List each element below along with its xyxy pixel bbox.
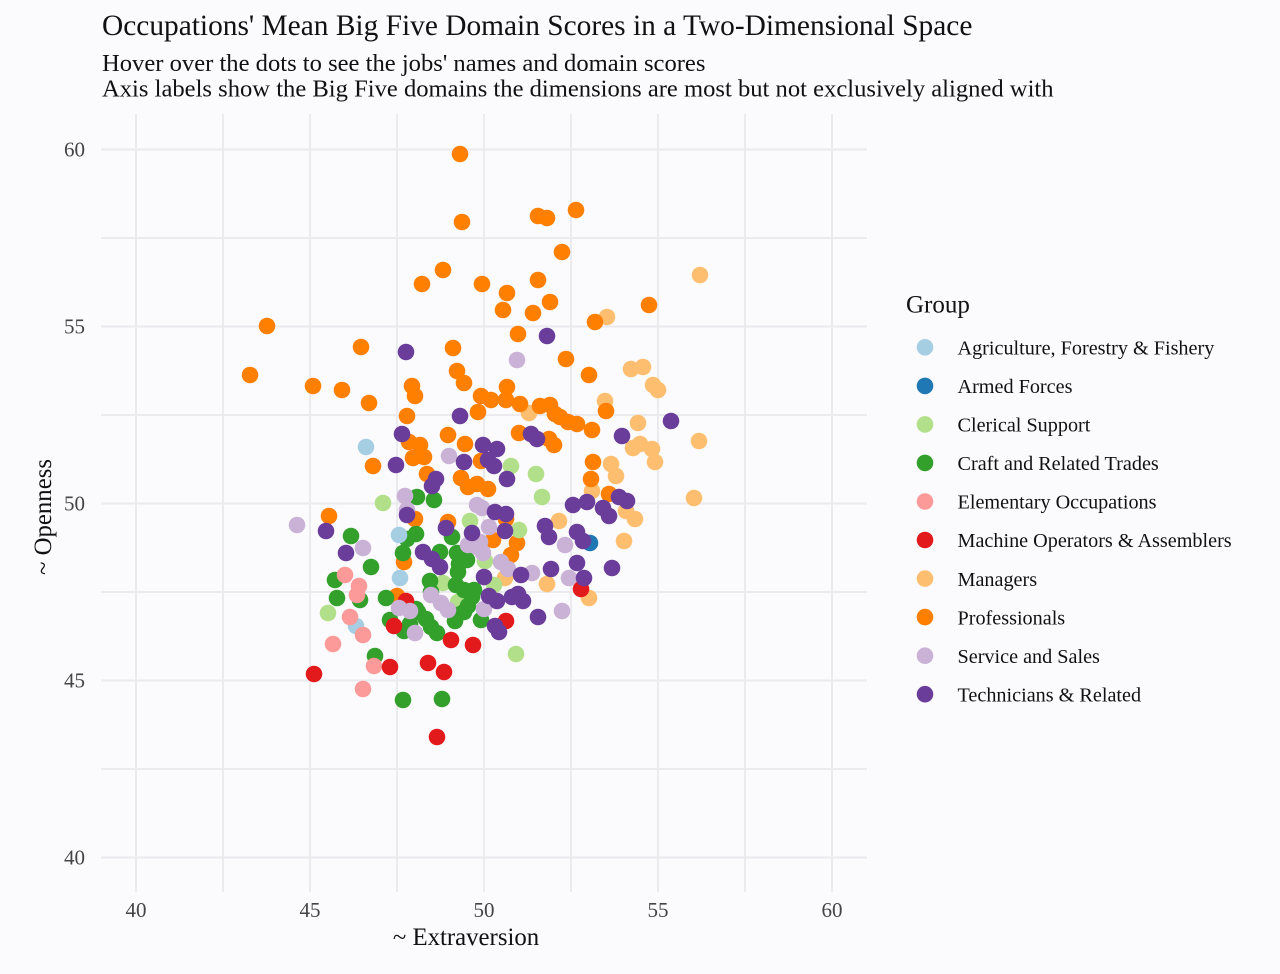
svg-text:40: 40 xyxy=(126,898,147,922)
svg-text:Professionals: Professionals xyxy=(958,607,1066,629)
svg-text:Technicians & Related: Technicians & Related xyxy=(958,685,1142,707)
svg-text:55: 55 xyxy=(64,315,85,339)
svg-text:Occupations' Mean Big Five Dom: Occupations' Mean Big Five Domain Scores… xyxy=(102,10,972,42)
svg-text:~ Extraversion: ~ Extraversion xyxy=(393,924,540,951)
svg-text:60: 60 xyxy=(64,138,85,162)
svg-text:Armed Forces: Armed Forces xyxy=(958,376,1073,398)
svg-text:Craft and Related Trades: Craft and Related Trades xyxy=(958,453,1159,475)
svg-text:45: 45 xyxy=(300,898,321,922)
svg-text:Agriculture, Forestry & Fisher: Agriculture, Forestry & Fishery xyxy=(958,338,1216,360)
svg-text:50: 50 xyxy=(474,898,495,922)
svg-text:Clerical Support: Clerical Support xyxy=(958,415,1091,437)
svg-text:50: 50 xyxy=(64,492,85,516)
svg-text:Axis labels show the Big Five: Axis labels show the Big Five domains th… xyxy=(102,76,1054,103)
svg-text:~ Openness: ~ Openness xyxy=(30,459,57,575)
svg-text:55: 55 xyxy=(648,898,669,922)
svg-text:Managers: Managers xyxy=(958,569,1038,591)
svg-text:60: 60 xyxy=(822,898,843,922)
svg-text:40: 40 xyxy=(64,846,85,870)
svg-text:Machine Operators & Assemblers: Machine Operators & Assemblers xyxy=(958,530,1232,552)
svg-text:Hover over the dots to see the: Hover over the dots to see the jobs' nam… xyxy=(102,50,705,77)
svg-text:Service and Sales: Service and Sales xyxy=(958,646,1101,668)
svg-text:Group: Group xyxy=(906,292,970,319)
svg-text:Elementary Occupations: Elementary Occupations xyxy=(958,492,1157,514)
svg-text:45: 45 xyxy=(64,669,85,693)
